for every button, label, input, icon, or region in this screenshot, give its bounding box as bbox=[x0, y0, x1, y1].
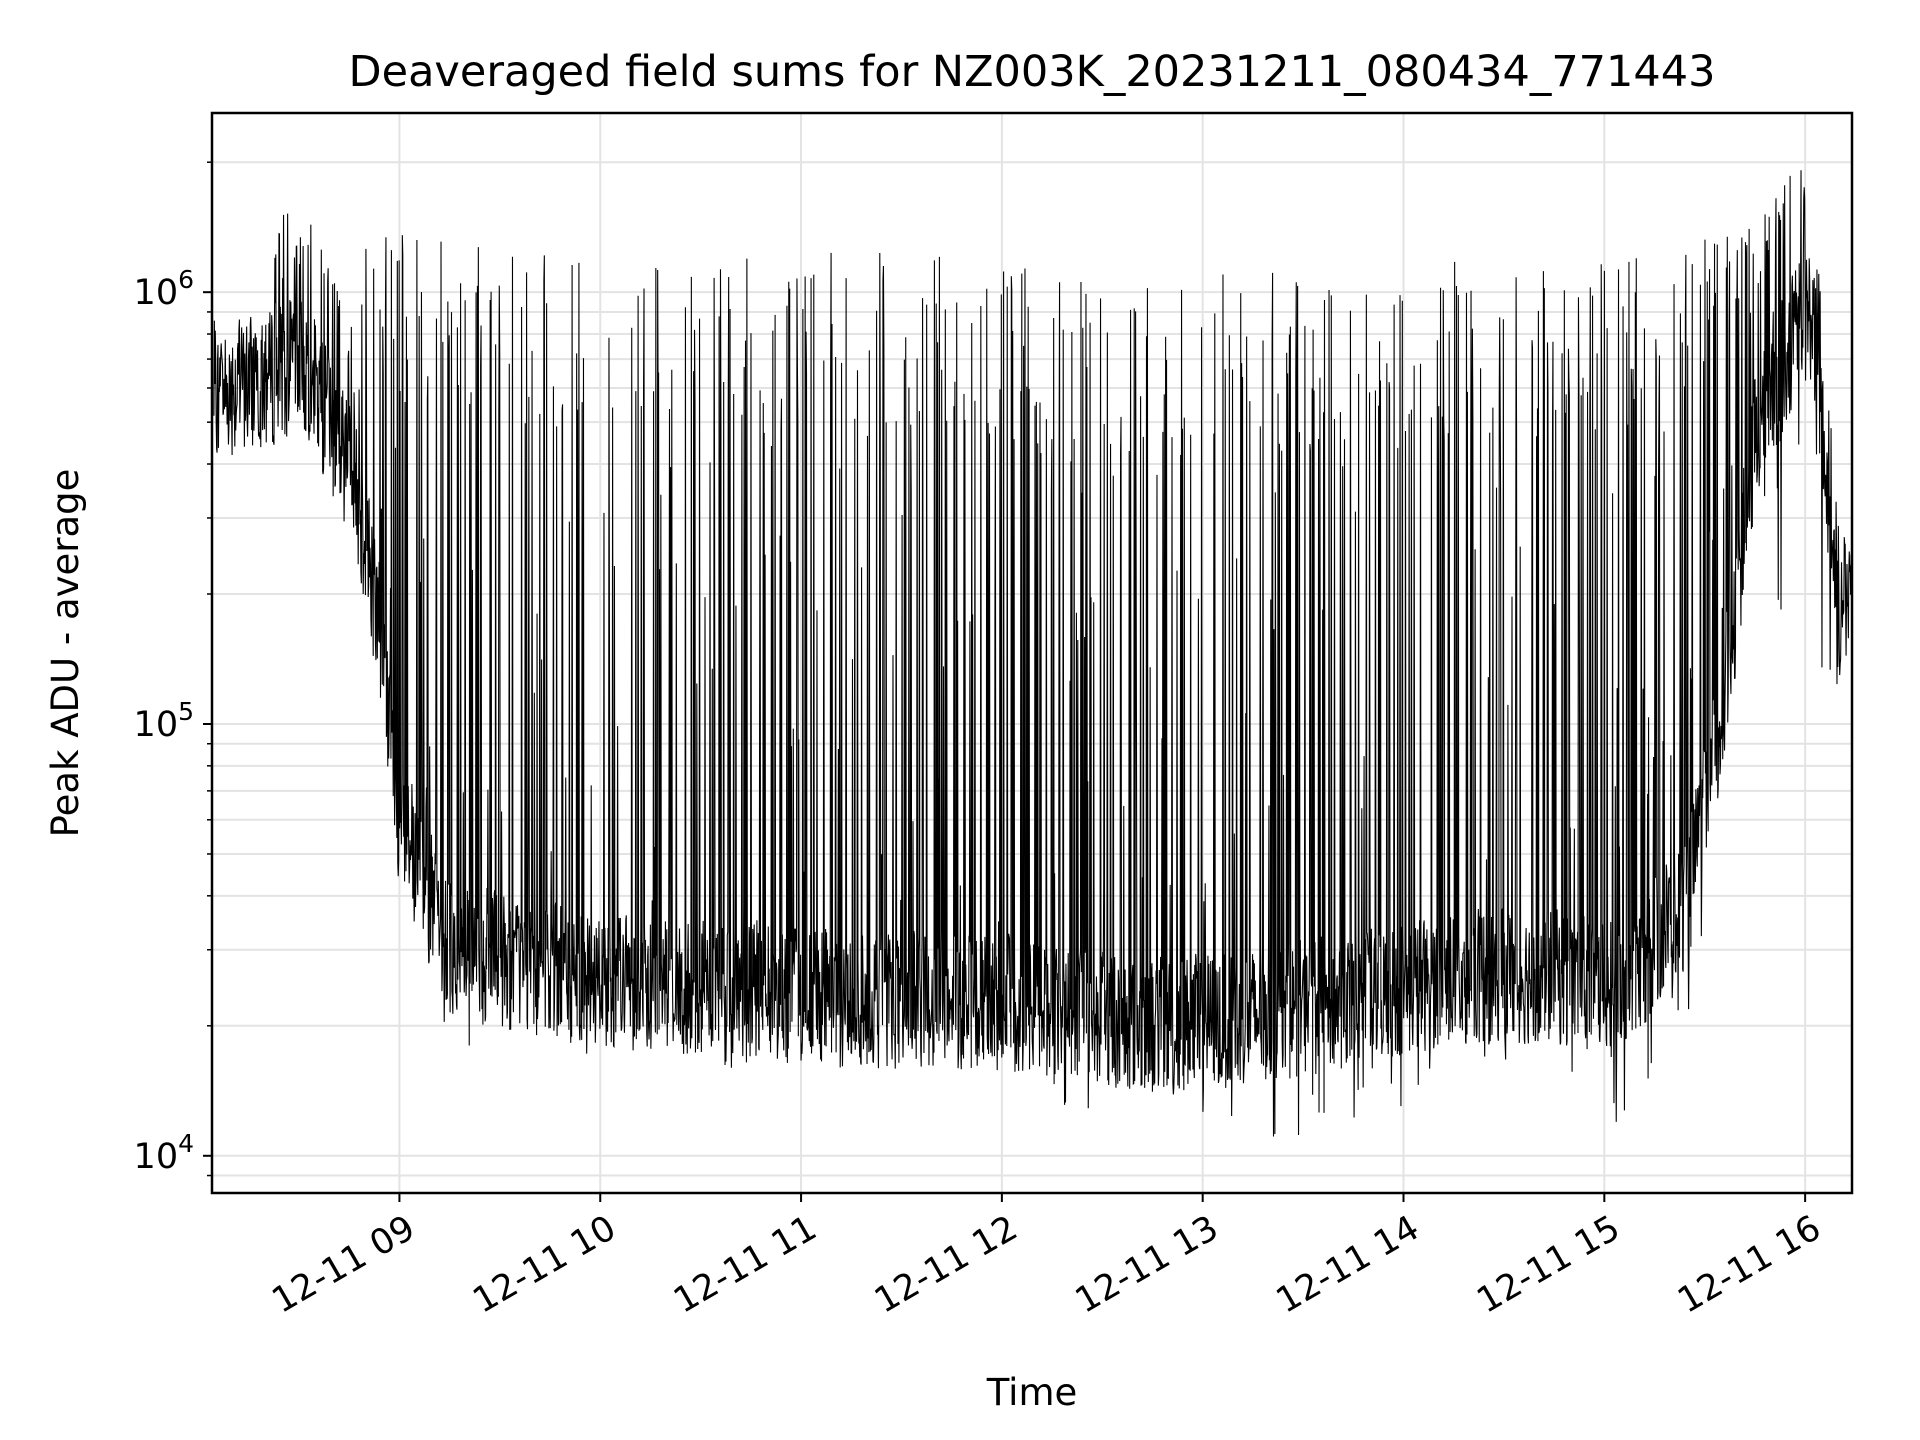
y-tick-label: 104 bbox=[134, 1129, 194, 1177]
chart-title: Deaveraged field sums for NZ003K_2023121… bbox=[349, 47, 1716, 97]
y-tick-exponent: 4 bbox=[178, 1129, 194, 1158]
plot-frame bbox=[210, 111, 1854, 1195]
y-tick-exponent: 6 bbox=[178, 265, 194, 294]
y-tick-label: 106 bbox=[134, 265, 194, 313]
y-tick-base: 10 bbox=[134, 273, 179, 313]
series-line-path bbox=[213, 170, 1853, 1137]
x-axis-label: Time bbox=[986, 1371, 1078, 1414]
y-tick-exponent: 5 bbox=[178, 697, 194, 726]
y-tick-label: 105 bbox=[134, 697, 194, 745]
y-axis-label: Peak ADU - average bbox=[44, 469, 87, 838]
y-tick-base: 10 bbox=[134, 705, 179, 745]
y-tick-base: 10 bbox=[134, 1137, 179, 1177]
series-line bbox=[213, 170, 1853, 1137]
